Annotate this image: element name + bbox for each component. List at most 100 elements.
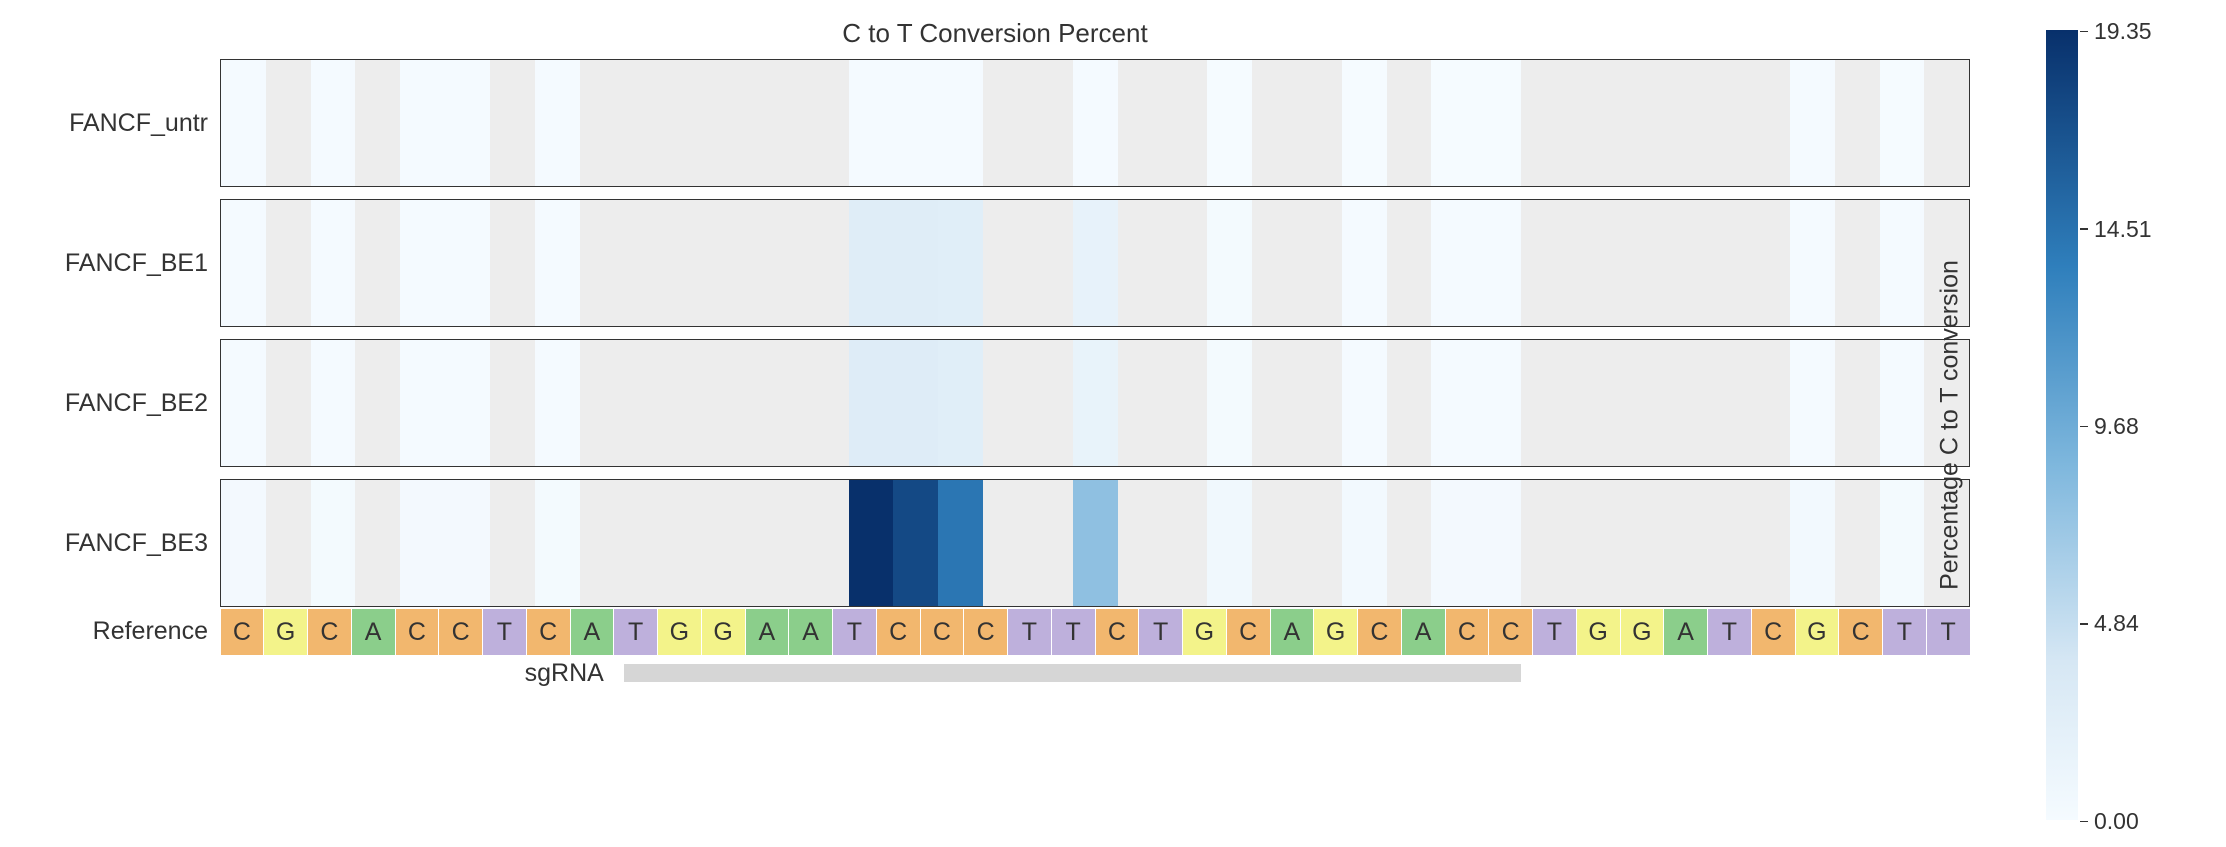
reference-cell: C [1489, 609, 1532, 655]
heatmap-cell [1342, 340, 1387, 466]
heatmap-cell [938, 200, 983, 326]
heatmap-cell [669, 480, 714, 606]
heatmap-cell [759, 200, 804, 326]
reference-label: Reference [20, 617, 220, 646]
heatmap-cell [580, 340, 625, 466]
heatmap-cell [1387, 480, 1432, 606]
heatmap-cell [311, 200, 356, 326]
reference-cell: G [702, 609, 745, 655]
reference-cell: C [308, 609, 351, 655]
reference-cell: C [964, 609, 1007, 655]
heatmap-cell [1745, 480, 1790, 606]
heatmap-cell [938, 480, 983, 606]
heatmap-cell [1028, 200, 1073, 326]
heatmap-cell [624, 200, 669, 326]
heatmap-cell [355, 340, 400, 466]
reference-cell: T [1927, 609, 1970, 655]
heatmap-cell [1566, 200, 1611, 326]
heatmap-cell [400, 480, 445, 606]
colorbar-tick: 14.51 [2080, 216, 2152, 243]
heatmap-cell [624, 60, 669, 186]
heatmap-cell [804, 60, 849, 186]
reference-cell: C [439, 609, 482, 655]
heatmap-cell [1342, 60, 1387, 186]
reference-cell: A [1402, 609, 1445, 655]
heatmap-row: FANCF_BE1 [20, 199, 1970, 327]
heatmap-cell [1431, 340, 1476, 466]
heatmap-cell [580, 200, 625, 326]
heatmap-cell [1073, 340, 1118, 466]
heatmap-cell [1207, 340, 1252, 466]
heatmap-row: FANCF_untr [20, 59, 1970, 187]
reference-cell: G [1183, 609, 1226, 655]
reference-cell: C [921, 609, 964, 655]
heatmap-cell [714, 340, 759, 466]
colorbar-tick-line [2080, 228, 2088, 230]
heatmap-cell [669, 200, 714, 326]
colorbar-tick: 9.68 [2080, 413, 2139, 440]
heatmap-cell [1342, 200, 1387, 326]
heatmap-cell [1656, 480, 1701, 606]
heatmap-cell [311, 340, 356, 466]
colorbar-tick-label: 9.68 [2094, 413, 2139, 440]
heatmap-cell [1790, 60, 1835, 186]
heatmap-cell [1924, 60, 1969, 186]
heatmap-cell [445, 200, 490, 326]
reference-cell: C [877, 609, 920, 655]
heatmap-cell [1476, 200, 1521, 326]
heatmap-cell [669, 340, 714, 466]
heatmap-cell [535, 200, 580, 326]
reference-cell: T [833, 609, 876, 655]
heatmap-cell [759, 60, 804, 186]
colorbar-label: Percentage C to T conversion [1936, 260, 1965, 590]
heatmap-cell [1790, 340, 1835, 466]
heatmap-cell [1611, 340, 1656, 466]
reference-cell: T [1883, 609, 1926, 655]
heatmap-cell [1521, 60, 1566, 186]
heatmap-cell [804, 480, 849, 606]
heatmap-cell [490, 200, 535, 326]
heatmap-cell [759, 480, 804, 606]
heatmap-cell [714, 60, 759, 186]
chart-title: C to T Conversion Percent [20, 0, 1970, 59]
heatmap-cell [1476, 60, 1521, 186]
heatmap-cell [1028, 60, 1073, 186]
heatmap-cell [938, 60, 983, 186]
heatmap-cell [1162, 60, 1207, 186]
heatmap-cell [938, 340, 983, 466]
heatmap-cell [893, 60, 938, 186]
reference-cell: T [1708, 609, 1751, 655]
reference-cell: A [1271, 609, 1314, 655]
heatmap-rows: FANCF_untrFANCF_BE1FANCF_BE2FANCF_BE3Ref… [20, 59, 1970, 685]
reference-cell: T [1052, 609, 1095, 655]
heatmap-cell [221, 200, 266, 326]
heatmap-cell [580, 60, 625, 186]
heatmap-cell [400, 60, 445, 186]
heatmap-cell [1566, 480, 1611, 606]
reference-cell: T [1533, 609, 1576, 655]
heatmap-cell [1745, 200, 1790, 326]
heatmap-cell [266, 200, 311, 326]
reference-cell: C [396, 609, 439, 655]
heatmap-cell [1880, 480, 1925, 606]
heatmap-cell [445, 480, 490, 606]
reference-row: ReferenceCGCACCTCATGGAATCCCTTCTGCAGCACCT… [20, 607, 1970, 655]
heatmap-cell [893, 480, 938, 606]
reference-cell: T [1008, 609, 1051, 655]
reference-cell: A [746, 609, 789, 655]
heatmap-cell [311, 60, 356, 186]
heatmap-cell [804, 200, 849, 326]
colorbar-tick-label: 19.35 [2094, 18, 2152, 45]
heatmap-cell [849, 200, 894, 326]
heatmap-cell [983, 200, 1028, 326]
heatmap-cell [1118, 200, 1163, 326]
heatmap-cell [221, 480, 266, 606]
reference-cell: T [1139, 609, 1182, 655]
colorbar-tick: 0.00 [2080, 808, 2139, 835]
heatmap-cell [1387, 200, 1432, 326]
sgrna-label: sgRNA [414, 659, 614, 688]
heatmap-cell [1073, 60, 1118, 186]
heatmap-cell [759, 340, 804, 466]
colorbar-tick-label: 4.84 [2094, 610, 2139, 637]
heatmap-cell [1835, 480, 1880, 606]
